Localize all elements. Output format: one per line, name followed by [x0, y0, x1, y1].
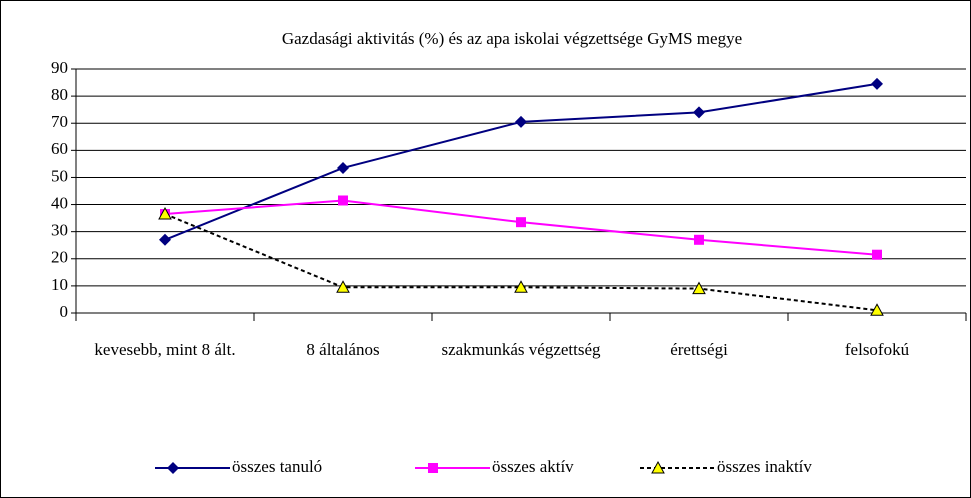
x-tick-label: 8 általános	[306, 340, 380, 359]
y-tick-label: 60	[51, 139, 68, 158]
y-tick-label: 80	[51, 85, 68, 104]
marker	[337, 161, 349, 174]
y-tick-label: 90	[51, 58, 68, 77]
legend-label: összes tanuló	[232, 457, 322, 476]
marker	[515, 115, 527, 128]
x-tick-label: érettségi	[670, 340, 728, 359]
y-tick-label: 70	[51, 112, 68, 131]
legend-label: összes aktív	[492, 457, 574, 476]
marker	[872, 249, 882, 260]
y-tick-label: 0	[60, 302, 69, 321]
marker	[516, 217, 526, 228]
marker	[159, 233, 171, 246]
marker	[167, 462, 179, 474]
marker	[158, 206, 172, 220]
y-tick-label: 10	[51, 275, 68, 294]
marker	[871, 77, 883, 90]
marker	[338, 195, 348, 206]
marker	[651, 460, 665, 474]
y-tick-label: 50	[51, 166, 68, 185]
chart-title: Gazdasági aktivitás (%) és az apa iskola…	[282, 29, 742, 48]
legend-label: összes inaktív	[717, 457, 812, 476]
marker	[870, 303, 884, 316]
marker	[692, 281, 706, 295]
y-tick-label: 30	[51, 221, 68, 240]
y-tick-label: 40	[51, 193, 68, 212]
x-tick-label: szakmunkás végzettség	[441, 340, 601, 359]
marker	[514, 280, 528, 293]
marker	[694, 234, 704, 245]
series-line	[164, 213, 878, 312]
x-tick-label: kevesebb, mint 8 ált.	[94, 340, 236, 359]
marker	[336, 280, 350, 293]
marker	[428, 463, 438, 473]
y-tick-label: 20	[51, 248, 68, 267]
x-tick-label: felsofokú	[844, 340, 910, 359]
marker	[693, 106, 705, 119]
